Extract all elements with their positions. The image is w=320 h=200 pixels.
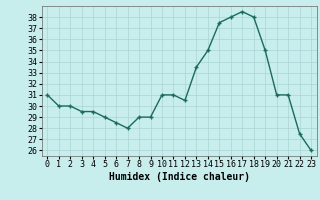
X-axis label: Humidex (Indice chaleur): Humidex (Indice chaleur) <box>109 172 250 182</box>
